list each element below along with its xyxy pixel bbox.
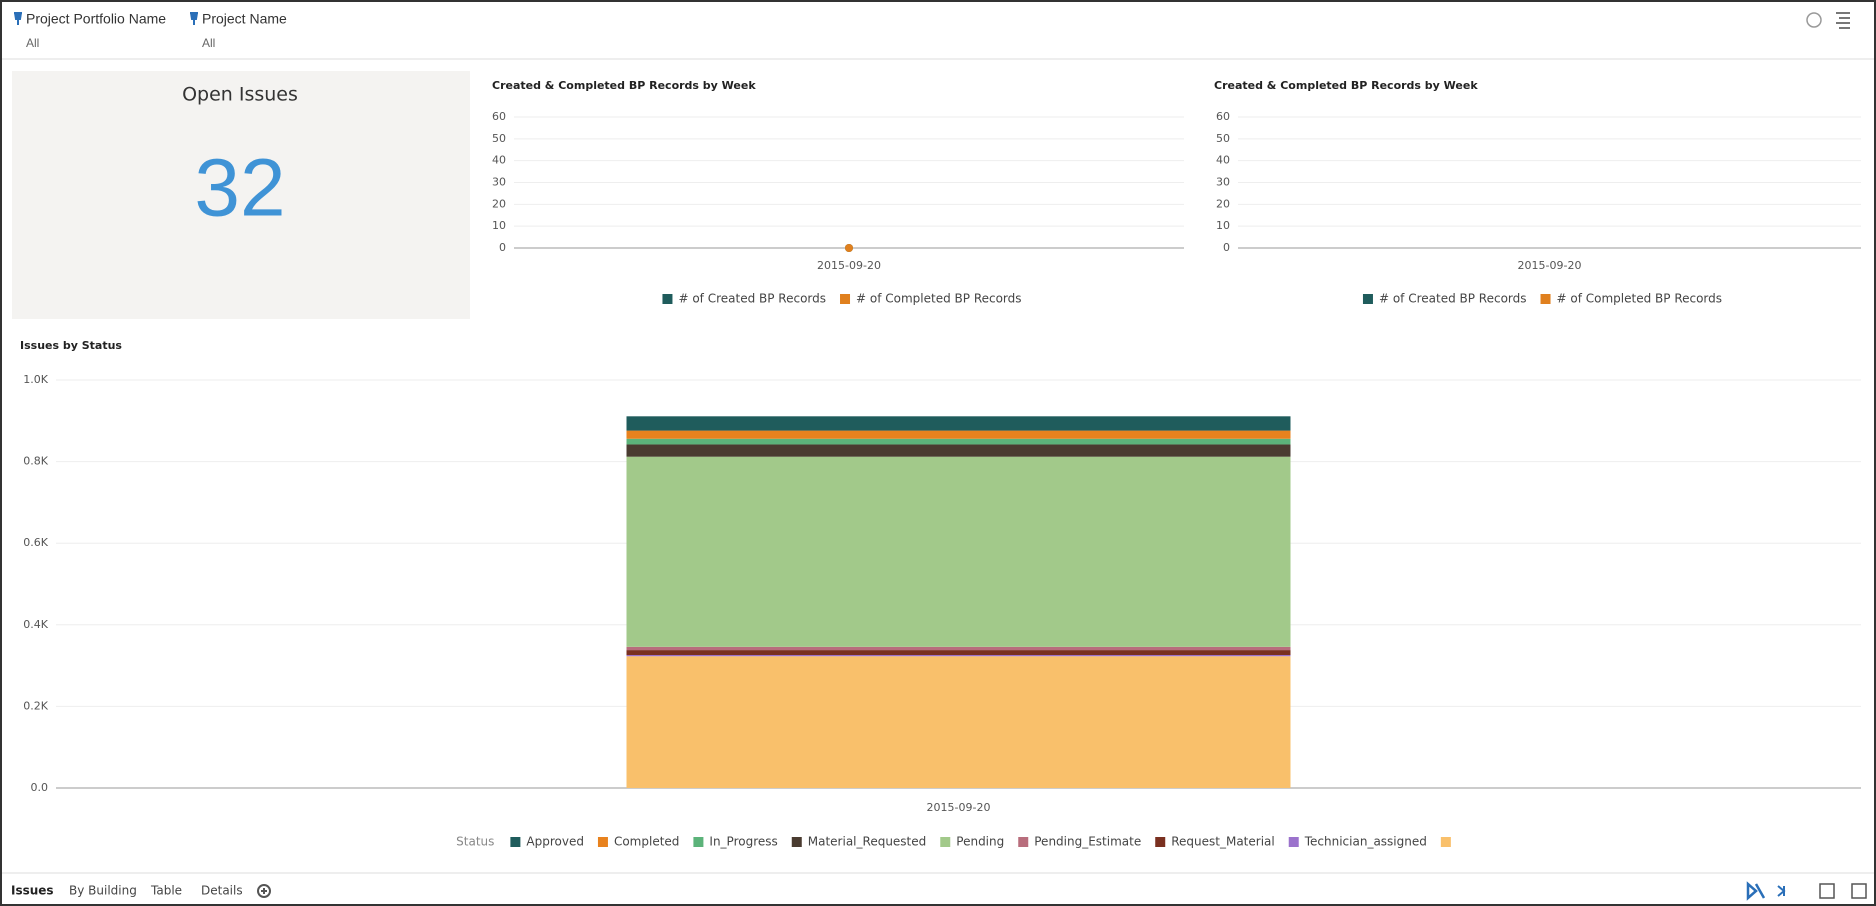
y-tick-label: 40 <box>492 154 506 167</box>
panel-icon[interactable] <box>1819 883 1835 899</box>
menu-icon[interactable] <box>1836 12 1850 29</box>
legend-label: Completed <box>614 835 679 849</box>
pin-icon <box>190 12 198 25</box>
y-tick-label: 30 <box>492 176 506 189</box>
help-icon[interactable] <box>1806 12 1822 28</box>
x-tick-label: 2015-09-20 <box>927 801 991 814</box>
kpi-title: Open Issues <box>182 84 298 106</box>
y-tick-label: 60 <box>1216 110 1230 123</box>
line-point <box>845 244 853 252</box>
legend-swatch <box>791 837 802 847</box>
y-tick-label: 0.8K <box>23 455 48 468</box>
y-tick-label: 20 <box>492 197 506 210</box>
chart-title: Created & Completed BP Records by Week <box>492 79 756 92</box>
legend-label: # of Completed BP Records <box>856 292 1022 306</box>
legend-label: Request_Material <box>1171 835 1275 849</box>
add-tab-icon[interactable] <box>261 888 267 894</box>
chart-title: Issues by Status <box>20 339 122 352</box>
toolbar-icon[interactable] <box>1777 885 1786 897</box>
x-tick-label: 2015-09-20 <box>817 259 881 272</box>
tab[interactable]: Table <box>150 884 182 898</box>
tab[interactable]: Details <box>201 884 243 898</box>
y-tick-label: 10 <box>1216 219 1230 232</box>
legend-title: Status <box>456 835 494 849</box>
kpi-tile <box>12 71 470 319</box>
bar-segment <box>626 430 1291 439</box>
y-tick-label: 0.4K <box>23 618 48 631</box>
bar-segment <box>626 444 1291 457</box>
legend-swatch <box>1540 294 1551 304</box>
x-tick-label: 2015-09-20 <box>1518 259 1582 272</box>
filter-value[interactable]: All <box>26 36 39 50</box>
y-tick-label: 10 <box>492 219 506 232</box>
panel-icon[interactable] <box>1851 883 1867 899</box>
filter-label[interactable]: Project Portfolio Name <box>26 11 166 27</box>
legend-swatch <box>940 837 951 847</box>
legend-label: In_Progress <box>709 835 777 849</box>
tab[interactable]: By Building <box>69 884 137 898</box>
legend-label: # of Completed BP Records <box>1557 292 1723 306</box>
tab[interactable]: Issues <box>11 884 54 898</box>
legend-label: Material_Requested <box>808 835 927 849</box>
legend-label: Pending_Estimate <box>1034 835 1141 849</box>
filter-value[interactable]: All <box>202 36 215 50</box>
bar-segment <box>626 656 1291 788</box>
legend-swatch <box>693 837 704 847</box>
y-tick-label: 0.2K <box>23 699 48 712</box>
y-tick-label: 0.6K <box>23 536 48 549</box>
legend-swatch <box>1362 294 1373 304</box>
legend-label: # of Created BP Records <box>1379 292 1527 306</box>
y-tick-label: 20 <box>1216 197 1230 210</box>
bar-segment <box>626 416 1291 431</box>
y-tick-label: 0 <box>1223 241 1230 254</box>
legend-swatch <box>662 294 673 304</box>
legend-swatch <box>510 837 521 847</box>
bar-segment <box>626 654 1291 657</box>
kpi-value: 32 <box>194 143 285 234</box>
legend-label: Technician_assigned <box>1304 835 1427 849</box>
y-tick-label: 0.0 <box>31 781 49 794</box>
legend-label: Approved <box>526 835 584 849</box>
y-tick-label: 40 <box>1216 154 1230 167</box>
legend-label: # of Created BP Records <box>678 292 826 306</box>
legend-swatch <box>1018 837 1029 847</box>
filter-label[interactable]: Project Name <box>202 11 287 27</box>
y-tick-label: 30 <box>1216 176 1230 189</box>
toolbar-icon[interactable] <box>1746 881 1766 901</box>
legend-swatch <box>1155 837 1166 847</box>
legend-swatch <box>1288 837 1299 847</box>
bar-segment <box>626 646 1291 651</box>
y-tick-label: 50 <box>492 132 506 145</box>
pin-icon <box>14 12 22 25</box>
y-tick-label: 0 <box>499 241 506 254</box>
chart-title: Created & Completed BP Records by Week <box>1214 79 1478 92</box>
y-tick-label: 1.0K <box>23 373 48 386</box>
y-tick-label: 60 <box>492 110 506 123</box>
bar-segment <box>626 650 1291 655</box>
legend-label: Pending <box>956 835 1004 849</box>
add-tab-icon[interactable] <box>257 884 271 898</box>
legend-swatch <box>597 837 608 847</box>
bar-segment <box>626 456 1291 647</box>
legend-swatch <box>840 294 851 304</box>
bar-segment <box>626 438 1291 445</box>
y-tick-label: 50 <box>1216 132 1230 145</box>
legend-swatch <box>1440 837 1451 847</box>
